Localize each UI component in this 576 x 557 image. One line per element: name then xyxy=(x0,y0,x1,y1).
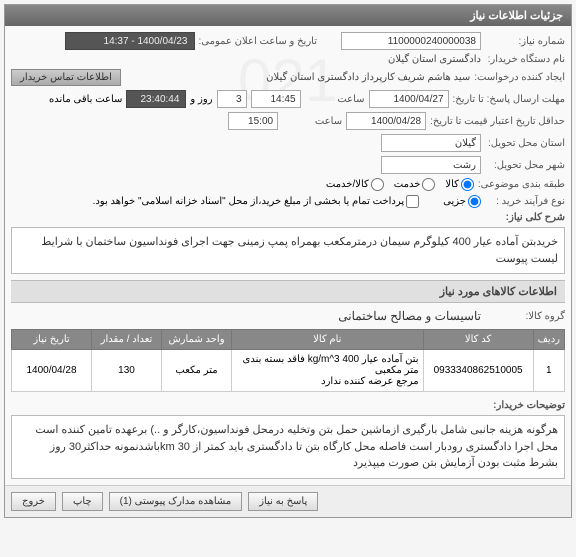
way-goods-label: کالا xyxy=(445,179,459,190)
time-label-2: ساعت xyxy=(282,116,342,127)
process-full-label: پرداخت تمام یا بخشی از مبلغ خرید،از محل … xyxy=(93,196,405,207)
time-label-1: ساعت xyxy=(305,94,365,105)
td-row: 1 xyxy=(533,350,564,392)
validity-time: 15:00 xyxy=(228,112,278,130)
process-partial-radio[interactable] xyxy=(468,195,481,208)
goods-table: ردیف کد کالا نام کالا واحد شمارش تعداد /… xyxy=(11,329,565,392)
explain-label: توضیحات خریدار: xyxy=(485,400,565,411)
need-no-label: شماره نیاز: xyxy=(485,36,565,47)
way-goods-service[interactable]: کالا/خدمت xyxy=(326,178,384,191)
group-label: گروه کالا: xyxy=(485,311,565,322)
way-label: طبقه بندی موضوعی: xyxy=(478,179,565,190)
process-full-check[interactable] xyxy=(406,195,419,208)
row-province: استان محل تحویل: گیلان xyxy=(11,134,565,152)
row-way: طبقه بندی موضوعی: کالا خدمت کالا/خدمت xyxy=(11,178,565,191)
td-name: بتن آماده عیار 400 kg/m^3 فاقد بسته بندی… xyxy=(232,350,424,392)
way-service-radio[interactable] xyxy=(422,178,435,191)
table-row[interactable]: 1 0933340862510005 بتن آماده عیار 400 kg… xyxy=(12,350,565,392)
explain-box: هرگونه هزینه جانبی شامل بارگیری ازماشین … xyxy=(11,415,565,479)
days-field: 3 xyxy=(217,90,247,108)
city-label: شهر محل تحویل: xyxy=(485,160,565,171)
row-requester: ایجاد کننده درخواست: سید هاشم شریف کارپر… xyxy=(11,69,565,86)
desc-label: شرح کلی نیاز: xyxy=(485,212,565,223)
desc-box: خریدبتن آماده عیار 400 کیلوگرم سیمان درم… xyxy=(11,227,565,274)
row-need-no: شماره نیاز: 1100000240000038 تاریخ و ساع… xyxy=(11,32,565,50)
row-deadline: مهلت ارسال پاسخ: تا تاریخ: 1400/04/27 سا… xyxy=(11,90,565,108)
attach-button[interactable]: مشاهده مدارک پیوستی (1) xyxy=(109,492,243,511)
print-button[interactable]: چاپ xyxy=(62,492,103,511)
goods-section-header: اطلاعات کالاهای مورد نیاز xyxy=(11,280,565,303)
details-panel: جزئیات اطلاعات نیاز شماره نیاز: 11000002… xyxy=(4,4,572,518)
announce-label: تاریخ و ساعت اعلان عمومی: xyxy=(199,36,318,47)
th-unit: واحد شمارش xyxy=(162,330,232,350)
exit-button[interactable]: خروج xyxy=(11,492,56,511)
row-city: شهر محل تحویل: رشت xyxy=(11,156,565,174)
requester-label: ایجاد کننده درخواست: xyxy=(474,72,565,83)
way-service[interactable]: خدمت xyxy=(394,178,436,191)
group-value: تاسیسات و مصالح ساختمانی xyxy=(338,309,481,323)
td-qty: 130 xyxy=(92,350,162,392)
row-validity: حداقل تاریخ اعتبار قیمت تا تاریخ: 1400/0… xyxy=(11,112,565,130)
way-goods[interactable]: کالا xyxy=(445,178,474,191)
process-full[interactable]: پرداخت تمام یا بخشی از مبلغ خرید،از محل … xyxy=(93,195,420,208)
process-partial-label: جزیی xyxy=(443,196,466,207)
td-code: 0933340862510005 xyxy=(423,350,533,392)
validity-label: حداقل تاریخ اعتبار قیمت تا تاریخ: xyxy=(430,116,565,127)
row-explain: توضیحات خریدار: xyxy=(11,400,565,411)
way-goods-radio[interactable] xyxy=(461,178,474,191)
buyer-value: دادگستری استان گیلان xyxy=(388,54,481,65)
contact-button[interactable]: اطلاعات تماس خریدار xyxy=(11,69,121,86)
row-buyer: نام دستگاه خریدار: دادگستری استان گیلان xyxy=(11,54,565,65)
panel-body: شماره نیاز: 1100000240000038 تاریخ و ساع… xyxy=(5,26,571,485)
attach-count: (1) xyxy=(120,496,132,507)
province-field: گیلان xyxy=(381,134,481,152)
back-button[interactable]: پاسخ به نیاز xyxy=(248,492,318,511)
row-desc: شرح کلی نیاز: xyxy=(11,212,565,223)
province-label: استان محل تحویل: xyxy=(485,138,565,149)
panel-title: جزئیات اطلاعات نیاز xyxy=(5,5,571,26)
footer: پاسخ به نیاز مشاهده مدارک پیوستی (1) چاپ… xyxy=(5,485,571,517)
th-qty: تعداد / مقدار xyxy=(92,330,162,350)
day-label: روز و xyxy=(190,94,212,105)
deadline-date: 1400/04/27 xyxy=(369,90,449,108)
process-partial[interactable]: جزیی xyxy=(443,195,481,208)
deadline-time: 14:45 xyxy=(251,90,301,108)
validity-date: 1400/04/28 xyxy=(346,112,426,130)
announce-field: 1400/04/23 - 14:37 xyxy=(65,32,195,50)
row-process: نوع فرآیند خرید : جزیی پرداخت تمام یا بخ… xyxy=(11,195,565,208)
th-code: کد کالا xyxy=(423,330,533,350)
way-radio-group: کالا خدمت کالا/خدمت xyxy=(326,178,474,191)
way-gs-radio[interactable] xyxy=(371,178,384,191)
way-gs-label: کالا/خدمت xyxy=(326,179,369,190)
table-header-row: ردیف کد کالا نام کالا واحد شمارش تعداد /… xyxy=(12,330,565,350)
td-date: 1400/04/28 xyxy=(12,350,92,392)
city-field: رشت xyxy=(381,156,481,174)
deadline-label: مهلت ارسال پاسخ: تا تاریخ: xyxy=(453,94,565,105)
countdown: 23:40:44 xyxy=(126,90,186,108)
th-date: تاریخ نیاز xyxy=(12,330,92,350)
buyer-label: نام دستگاه خریدار: xyxy=(485,54,565,65)
row-group: گروه کالا: تاسیسات و مصالح ساختمانی xyxy=(11,309,565,323)
remaining-label: ساعت باقی مانده xyxy=(49,94,122,105)
process-label: نوع فرآیند خرید : xyxy=(485,196,565,207)
td-unit: متر مکعب xyxy=(162,350,232,392)
th-row: ردیف xyxy=(533,330,564,350)
requester-value: سید هاشم شریف کارپرداز دادگستری استان گی… xyxy=(266,72,470,83)
way-service-label: خدمت xyxy=(394,179,421,190)
need-no-field: 1100000240000038 xyxy=(341,32,481,50)
th-name: نام کالا xyxy=(232,330,424,350)
attach-label: مشاهده مدارک پیوستی xyxy=(135,496,232,507)
